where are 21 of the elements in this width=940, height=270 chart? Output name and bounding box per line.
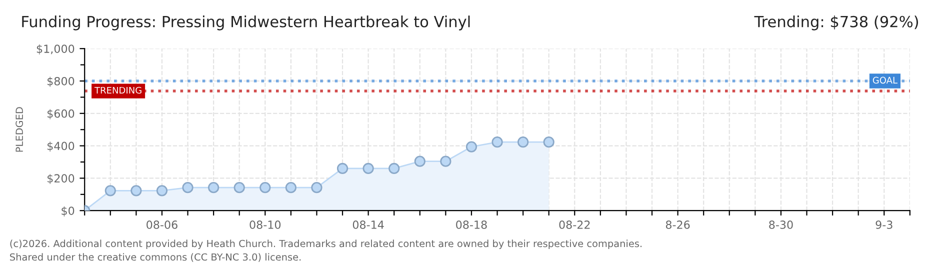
y-tick-label: $1,000 (36, 44, 74, 54)
text: Shared under the creative commons (CC BY-NC 3.0) license. (10, 253, 301, 262)
x-tick-label: 8-30 (769, 220, 793, 229)
y-tick-label: $400 (48, 142, 74, 152)
x-tick-label: 08-06 (146, 220, 178, 229)
text: (c)2026. Additional content provided by Heath Church. Trademarks and related content are owned by their respective companies. (10, 240, 642, 250)
chart-title: Funding Progress: Pressing Midwestern Heartbreak to Vinyl (22, 16, 470, 30)
x-tick-label: 08-10 (250, 220, 281, 229)
x-tick-label: 08-18 (456, 220, 487, 229)
x-tick-label: 08-22 (559, 220, 590, 229)
y-axis-title: PLEDGED (16, 107, 24, 152)
x-tick-label: 9-3 (876, 220, 892, 229)
y-tick-label: $0 (62, 206, 74, 216)
x-tick-label: 8-26 (666, 220, 690, 229)
x-tick-label: 08-14 (352, 220, 384, 229)
ref-line-label: TRENDING (94, 86, 142, 94)
chart-subtitle: Trending: $738 (92%) (754, 16, 918, 30)
y-tick-label: $800 (48, 76, 74, 87)
ref-line-label: GOAL (872, 76, 898, 84)
y-tick-label: $600 (48, 109, 74, 120)
y-tick-label: $200 (48, 174, 74, 184)
